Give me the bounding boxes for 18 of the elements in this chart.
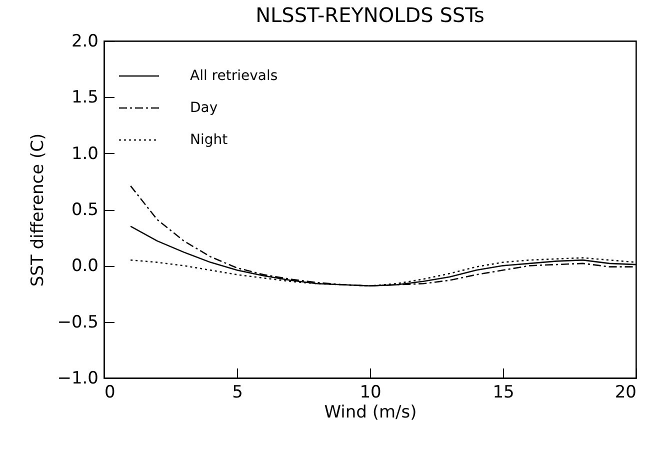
chart-title: NLSST-REYNOLDS SSTs [256, 3, 484, 27]
x-axis-title: Wind (m/s) [324, 402, 417, 422]
x-tick-label: 15 [492, 382, 514, 402]
y-tick-label: 1.5 [71, 88, 98, 108]
legend-label: Night [190, 132, 228, 148]
legend-label: All retrievals [190, 68, 278, 84]
x-tick-label: 20 [614, 382, 636, 402]
x-tick-label: 5 [232, 382, 243, 402]
y-tick-label: 0.5 [71, 200, 98, 220]
legend-label: Day [190, 100, 218, 116]
y-tick-label: −1.0 [57, 368, 98, 388]
x-tick-label: 0 [104, 382, 116, 402]
y-tick-label: 1.0 [71, 144, 98, 164]
y-tick-label: 0.0 [71, 256, 98, 276]
y-axis-title: SST difference (C) [28, 133, 48, 287]
y-tick-label: 2.0 [71, 32, 98, 52]
x-tick-label: 10 [360, 382, 382, 402]
y-tick-label: −0.5 [57, 312, 98, 332]
